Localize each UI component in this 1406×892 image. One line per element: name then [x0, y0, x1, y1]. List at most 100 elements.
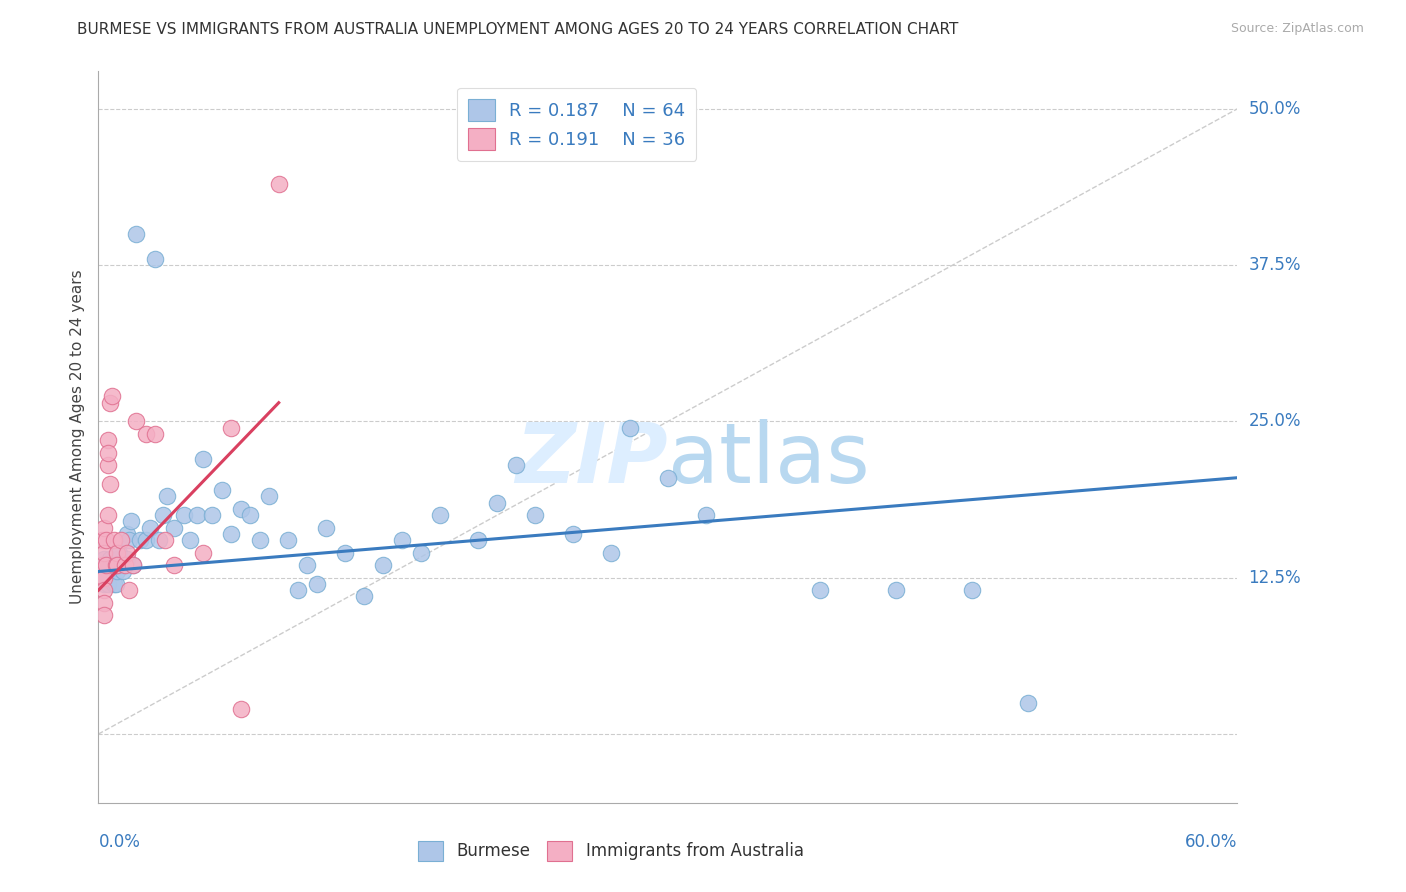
Point — [315, 521, 337, 535]
Point — [267, 177, 290, 191]
Point — [138, 521, 160, 535]
Point — [121, 558, 143, 573]
Point — [94, 558, 117, 573]
Text: 60.0%: 60.0% — [1185, 833, 1237, 851]
Point — [104, 577, 127, 591]
Point — [107, 565, 129, 579]
Point — [97, 434, 120, 448]
Point — [98, 477, 121, 491]
Point — [145, 252, 167, 266]
Point — [884, 583, 907, 598]
Point — [104, 558, 127, 573]
Point — [145, 426, 167, 441]
Point — [391, 533, 413, 548]
Point — [221, 527, 243, 541]
Point — [125, 414, 148, 428]
Point — [191, 452, 214, 467]
Point — [115, 546, 138, 560]
Point — [118, 583, 141, 598]
Point — [93, 583, 115, 598]
Point — [103, 533, 125, 548]
Text: BURMESE VS IMMIGRANTS FROM AUSTRALIA UNEMPLOYMENT AMONG AGES 20 TO 24 YEARS CORR: BURMESE VS IMMIGRANTS FROM AUSTRALIA UNE… — [77, 22, 959, 37]
Text: 0.0%: 0.0% — [98, 833, 141, 851]
Point — [153, 533, 176, 548]
Point — [93, 552, 115, 566]
Point — [148, 533, 170, 548]
Point — [152, 508, 174, 523]
Point — [524, 508, 547, 523]
Point — [960, 583, 983, 598]
Point — [94, 533, 117, 548]
Text: 50.0%: 50.0% — [1249, 100, 1301, 118]
Point — [600, 546, 623, 560]
Point — [98, 395, 121, 409]
Point — [125, 227, 148, 241]
Point — [229, 502, 252, 516]
Point — [429, 508, 451, 523]
Point — [93, 577, 115, 591]
Point — [91, 533, 114, 548]
Point — [186, 508, 208, 523]
Point — [118, 533, 141, 548]
Point — [335, 546, 357, 560]
Point — [114, 558, 136, 573]
Point — [100, 565, 122, 579]
Point — [110, 558, 132, 573]
Point — [108, 546, 131, 560]
Legend: R = 0.187    N = 64, R = 0.191    N = 36: R = 0.187 N = 64, R = 0.191 N = 36 — [457, 87, 696, 161]
Point — [201, 508, 224, 523]
Point — [305, 577, 328, 591]
Point — [93, 571, 115, 585]
Point — [98, 552, 121, 566]
Point — [467, 533, 489, 548]
Point — [277, 533, 299, 548]
Point — [229, 702, 252, 716]
Point — [103, 577, 125, 591]
Point — [249, 533, 271, 548]
Text: atlas: atlas — [668, 418, 869, 500]
Point — [97, 577, 120, 591]
Point — [239, 508, 262, 523]
Point — [91, 558, 114, 573]
Point — [107, 552, 129, 566]
Text: 37.5%: 37.5% — [1249, 256, 1301, 274]
Text: ZIP: ZIP — [515, 418, 668, 500]
Point — [619, 420, 641, 434]
Point — [135, 533, 157, 548]
Point — [93, 608, 115, 623]
Point — [120, 515, 142, 529]
Point — [1018, 696, 1040, 710]
Point — [107, 546, 129, 560]
Point — [191, 546, 214, 560]
Point — [100, 389, 122, 403]
Point — [93, 546, 115, 560]
Point — [129, 533, 152, 548]
Point — [287, 583, 309, 598]
Point — [93, 596, 115, 610]
Point — [115, 552, 138, 566]
Point — [97, 458, 120, 473]
Point — [211, 483, 233, 498]
Point — [163, 558, 186, 573]
Point — [115, 527, 138, 541]
Y-axis label: Unemployment Among Ages 20 to 24 years: Unemployment Among Ages 20 to 24 years — [69, 269, 84, 605]
Point — [808, 583, 831, 598]
Point — [107, 558, 129, 573]
Point — [156, 490, 179, 504]
Point — [657, 471, 679, 485]
Point — [97, 446, 120, 460]
Point — [163, 521, 186, 535]
Point — [505, 458, 527, 473]
Point — [110, 533, 132, 548]
Point — [179, 533, 201, 548]
Point — [562, 527, 585, 541]
Text: Source: ZipAtlas.com: Source: ZipAtlas.com — [1230, 22, 1364, 36]
Point — [121, 558, 143, 573]
Point — [221, 420, 243, 434]
Point — [97, 508, 120, 523]
Point — [91, 571, 114, 585]
Point — [297, 558, 319, 573]
Point — [259, 490, 281, 504]
Point — [353, 590, 375, 604]
Point — [93, 565, 115, 579]
